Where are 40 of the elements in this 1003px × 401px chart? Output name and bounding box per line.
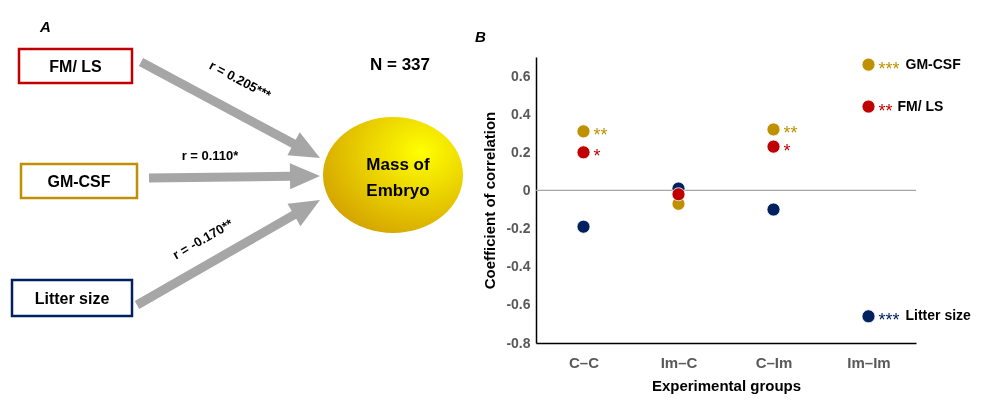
x-axis-title: Experimental groups bbox=[651, 376, 802, 394]
text: GM-CSF bbox=[905, 55, 962, 72]
y-tick-label: 0.6 bbox=[511, 67, 531, 84]
chart-title: B bbox=[474, 27, 486, 45]
y-tick-label: 0.2 bbox=[511, 143, 531, 160]
y-tick-label: 0 bbox=[522, 181, 531, 198]
text: Litter size bbox=[905, 307, 972, 324]
data-label: *** bbox=[878, 310, 900, 331]
point bbox=[576, 219, 591, 234]
data-label: ** bbox=[593, 125, 608, 146]
y-tick-label: 0.4 bbox=[511, 105, 531, 122]
x-tick-label: C–Im bbox=[755, 353, 793, 371]
y-tick-label: -0.6 bbox=[506, 296, 531, 313]
point bbox=[861, 99, 876, 114]
text: N = 337 bbox=[369, 55, 431, 74]
x-tick-label: C–C bbox=[568, 353, 600, 371]
series-label: FM/ LS bbox=[897, 97, 944, 114]
y-axis-title: Coefficient of correlation bbox=[481, 111, 499, 290]
point bbox=[861, 309, 876, 324]
text: Litter size bbox=[34, 290, 110, 307]
point bbox=[576, 124, 591, 139]
data-label: ** bbox=[878, 100, 893, 121]
y-tick-label: -0.2 bbox=[506, 220, 531, 237]
point bbox=[576, 145, 591, 160]
text: FM/ LS bbox=[49, 58, 103, 75]
point bbox=[766, 122, 781, 137]
point bbox=[766, 202, 781, 217]
text: r = 0.110* bbox=[181, 148, 240, 163]
y-tick-label: -0.4 bbox=[506, 258, 531, 275]
y-tick-label: -0.8 bbox=[506, 334, 531, 351]
text: Mass of Embryo bbox=[366, 155, 430, 200]
data-label: *** bbox=[878, 58, 900, 79]
text: A bbox=[39, 18, 51, 35]
x-tick-label: Im–Im bbox=[847, 353, 891, 371]
data-label: * bbox=[593, 146, 601, 167]
x-tick-label: Im–C bbox=[660, 353, 698, 371]
point bbox=[671, 187, 686, 202]
text: GM-CSF bbox=[47, 173, 111, 190]
point bbox=[766, 139, 781, 154]
point bbox=[861, 57, 876, 72]
